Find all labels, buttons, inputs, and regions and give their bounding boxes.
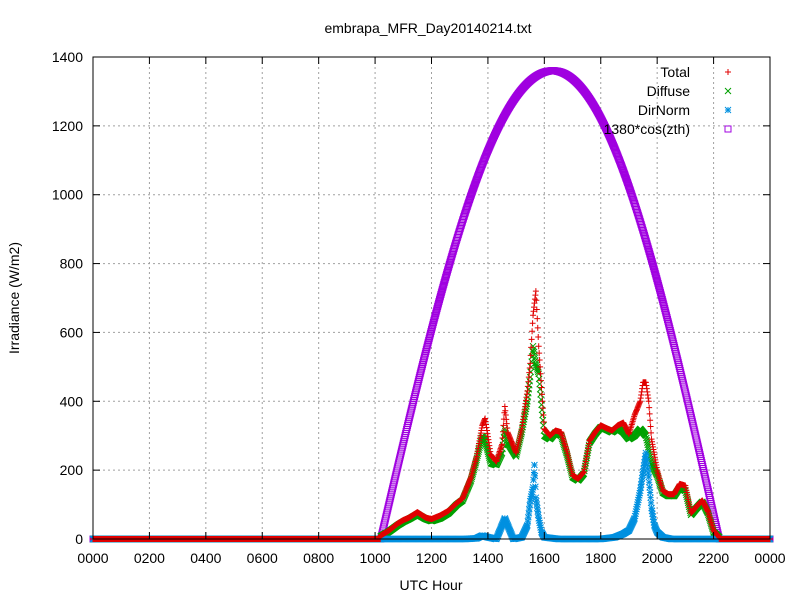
dirnorm-point: [646, 489, 654, 496]
dirnorm-point: [533, 501, 541, 508]
dirnorm-point: [642, 449, 650, 457]
dirnorm-point: [643, 461, 651, 469]
dirnorm-point: [647, 494, 654, 502]
dirnorm-point: [531, 461, 538, 469]
dirnorm-point: [526, 501, 534, 509]
dirnorm-point: [530, 469, 538, 476]
dirnorm-point: [645, 478, 653, 486]
dirnorm-point: [636, 487, 644, 495]
dirnorm-point: [534, 511, 542, 519]
dirnorm-point: [644, 465, 652, 473]
dirnorm-point: [646, 484, 653, 491]
chart-title: embrapa_MFR_Day20140214.txt: [324, 20, 531, 36]
dirnorm-point: [524, 521, 531, 529]
dirnorm-point: [639, 471, 646, 479]
diffuse-point: [512, 453, 520, 460]
dirnorm-point: [524, 513, 532, 521]
dirnorm-point: [644, 469, 652, 477]
diffuse-point: [521, 413, 528, 421]
dirnorm-point: [532, 494, 540, 502]
dirnorm-point: [532, 483, 539, 491]
dirnorm-point: [640, 465, 647, 473]
dirnorm-point: [645, 473, 653, 481]
dirnorm-point: [639, 468, 647, 476]
dirnorm-point: [531, 472, 539, 480]
dirnorm-point: [642, 453, 650, 461]
dirnorm-point: [533, 504, 541, 512]
dirnorm-point: [637, 484, 645, 491]
dirnorm-point: [534, 508, 542, 515]
dirnorm-point: [643, 457, 651, 465]
gridlines: [93, 57, 770, 539]
dirnorm-point: [637, 481, 645, 488]
dirnorm-point: [640, 462, 648, 469]
dirnorm-point: [647, 499, 655, 507]
dirnorm-point: [524, 517, 532, 525]
dirnorm-point: [529, 484, 537, 491]
dirnorm-point: [638, 474, 646, 482]
dirnorm-point: [530, 476, 537, 484]
dirnorm-point: [638, 477, 646, 485]
dirnorm-point: [525, 509, 533, 517]
dirnorm-point: [532, 497, 540, 505]
dirnorm-point: [525, 505, 533, 513]
